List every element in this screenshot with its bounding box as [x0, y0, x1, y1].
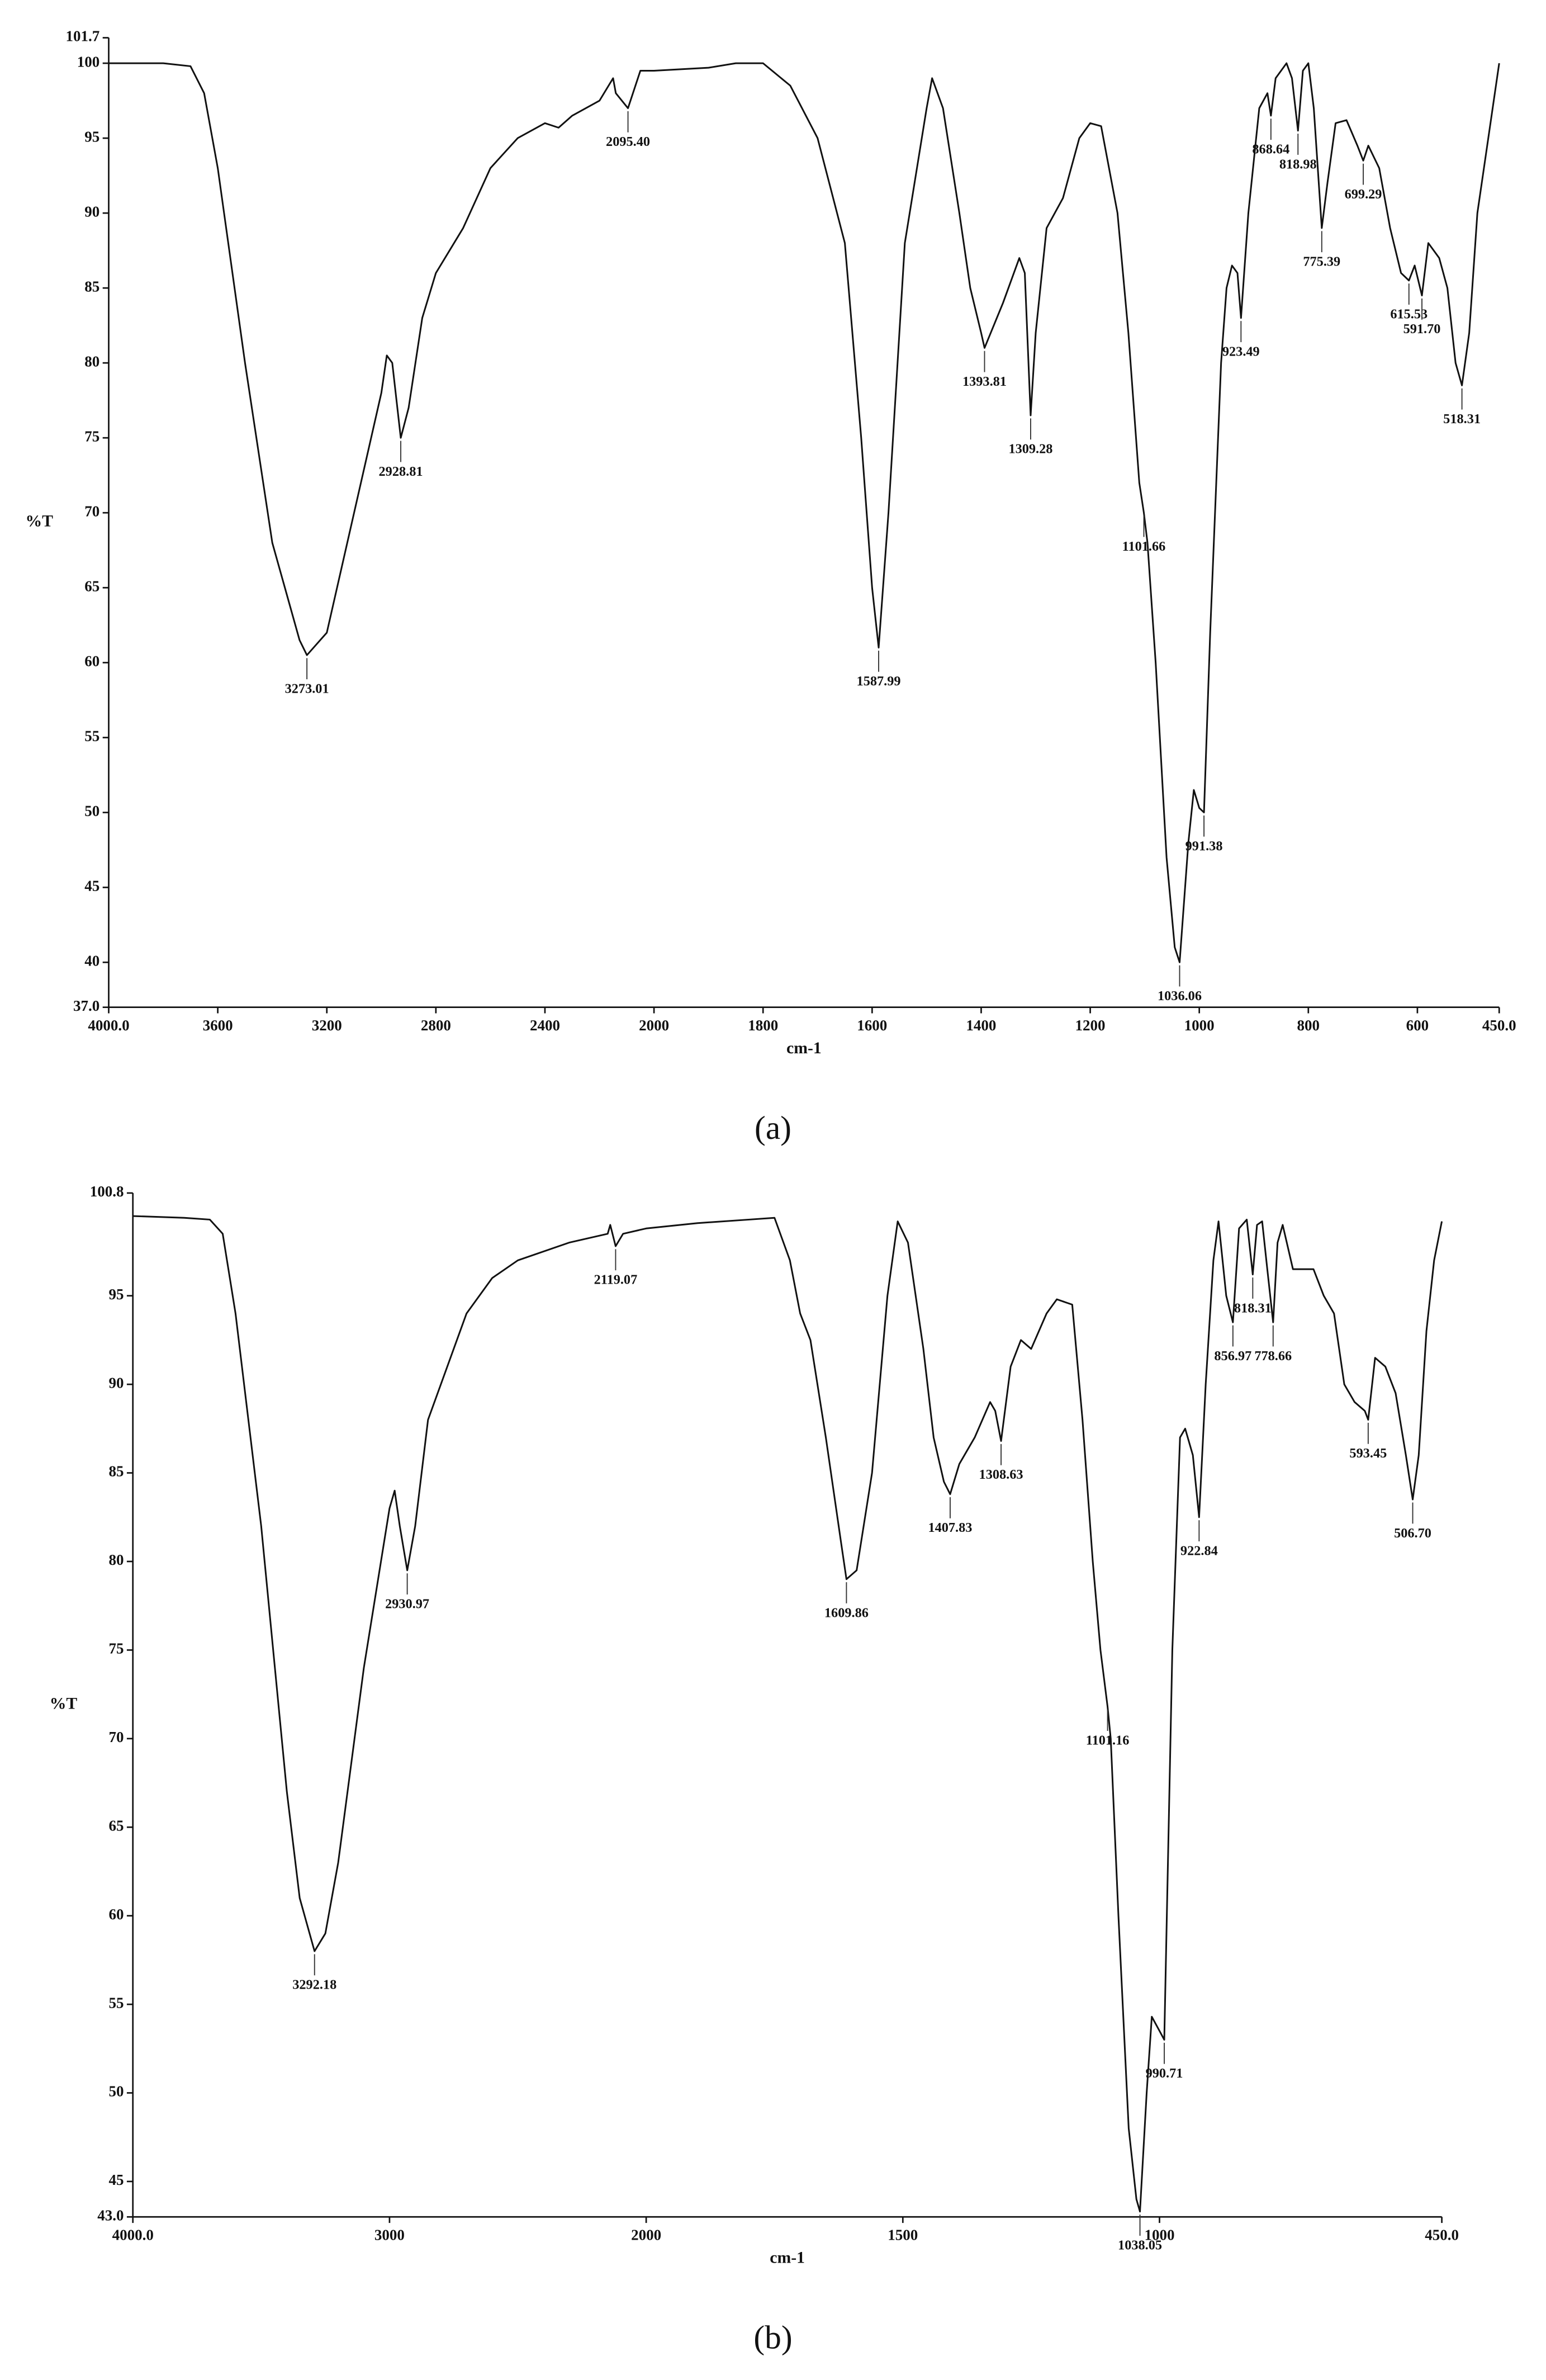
peak-label: 2928.81: [379, 464, 423, 479]
y-tick-label: 50: [84, 802, 99, 819]
peak-label: 818.98: [1279, 157, 1317, 172]
y-tick-label: 95: [109, 1286, 124, 1303]
peak-label: 591.70: [1403, 321, 1441, 337]
x-tick-label: 1500: [888, 2227, 918, 2244]
peak-label: 2930.97: [385, 1596, 429, 1611]
peak-label: 1101.66: [1122, 539, 1166, 554]
peak-label: 1609.86: [824, 1605, 869, 1620]
peak-label: 991.38: [1185, 839, 1223, 854]
y-tick-label: 75: [109, 1640, 124, 1657]
x-tick-label: 1800: [748, 1017, 778, 1034]
peak-label: 990.71: [1146, 2066, 1183, 2081]
x-tick-label: 3200: [312, 1017, 342, 1034]
y-tick-label: 95: [84, 128, 99, 145]
peak-label: 615.53: [1390, 306, 1428, 321]
y-tick-label: 37.0: [73, 997, 99, 1014]
peak-label: 1038.05: [1118, 2237, 1162, 2253]
x-tick-label: 2000: [631, 2227, 661, 2244]
y-tick-label: 50: [109, 2083, 124, 2100]
peak-label: 1308.63: [979, 1467, 1023, 1482]
peak-label: 922.84: [1180, 1543, 1218, 1558]
peak-label: 1309.28: [1008, 442, 1052, 457]
x-tick-label: 1000: [1144, 2227, 1174, 2244]
y-tick-label: 70: [109, 1729, 124, 1745]
peak-label: 593.45: [1349, 1446, 1387, 1461]
peak-label: 778.66: [1254, 1348, 1292, 1364]
peak-label: 856.97: [1214, 1348, 1251, 1364]
x-tick-label: 3000: [374, 2227, 405, 2244]
y-tick-label: 45: [84, 877, 99, 894]
peak-label: 3273.01: [285, 682, 329, 697]
x-tick-label: 1600: [857, 1017, 887, 1034]
peak-label: 1101.16: [1086, 1733, 1130, 1748]
x-tick-label: 450.0: [1482, 1017, 1516, 1034]
y-tick-label: 55: [109, 1994, 124, 2011]
y-tick-label: 43.0: [97, 2207, 124, 2223]
peak-label: 775.39: [1303, 254, 1340, 269]
y-tick-label: 70: [84, 503, 99, 519]
x-axis-label: cm-1: [786, 1039, 822, 1057]
x-tick-label: 1000: [1184, 1017, 1215, 1034]
y-tick-label: 101.7: [66, 28, 100, 45]
y-tick-label: 100: [77, 53, 99, 70]
x-tick-label: 2800: [421, 1017, 451, 1034]
y-tick-label: 40: [84, 952, 99, 969]
x-tick-label: 4000.0: [88, 1017, 129, 1034]
y-axis-label: %T: [25, 512, 53, 530]
x-tick-label: 4000.0: [112, 2227, 154, 2244]
y-tick-label: 85: [84, 278, 99, 295]
peak-label: 923.49: [1222, 344, 1260, 359]
peak-label: 699.29: [1345, 187, 1382, 202]
y-tick-label: 65: [84, 578, 99, 594]
peak-label: 868.64: [1252, 142, 1289, 157]
spectrum-line: [132, 1215, 1443, 2213]
y-tick-label: 75: [84, 428, 99, 444]
y-axis-label: %T: [50, 1695, 78, 1712]
x-tick-label: 800: [1297, 1017, 1320, 1034]
peak-label: 1036.06: [1158, 988, 1202, 1004]
peak-label: 2095.40: [606, 134, 650, 149]
x-tick-label: 600: [1406, 1017, 1429, 1034]
y-tick-label: 45: [109, 2171, 124, 2188]
panel-label: (a): [755, 1109, 791, 1146]
x-tick-label: 2000: [639, 1017, 669, 1034]
x-tick-label: 2400: [530, 1017, 560, 1034]
y-tick-label: 80: [84, 353, 99, 370]
y-tick-label: 60: [109, 1906, 124, 1923]
peak-label: 1587.99: [857, 674, 901, 689]
x-tick-label: 1200: [1075, 1017, 1106, 1034]
y-tick-label: 55: [84, 727, 99, 744]
y-tick-label: 80: [109, 1551, 124, 1568]
peak-label: 518.31: [1443, 411, 1481, 427]
peak-label: 818.31: [1234, 1300, 1272, 1316]
y-tick-label: 60: [84, 652, 99, 669]
peak-label: 506.70: [1394, 1526, 1431, 1541]
y-tick-label: 85: [109, 1463, 124, 1480]
x-axis-label: cm-1: [770, 2249, 805, 2267]
peak-label: 3292.18: [292, 1977, 336, 1993]
y-tick-label: 90: [109, 1374, 124, 1391]
spectrum-line: [108, 62, 1500, 963]
x-tick-label: 450.0: [1425, 2227, 1459, 2244]
y-tick-label: 65: [109, 1817, 124, 1834]
x-tick-label: 1400: [966, 1017, 996, 1034]
panel-label: (b): [753, 2319, 792, 2355]
y-tick-label: 90: [84, 203, 99, 220]
peak-label: 1393.81: [962, 374, 1007, 389]
peak-label: 2119.07: [594, 1272, 638, 1288]
x-tick-label: 3600: [203, 1017, 233, 1034]
peak-label: 1407.83: [928, 1520, 972, 1535]
y-tick-label: 100.8: [90, 1183, 124, 1200]
